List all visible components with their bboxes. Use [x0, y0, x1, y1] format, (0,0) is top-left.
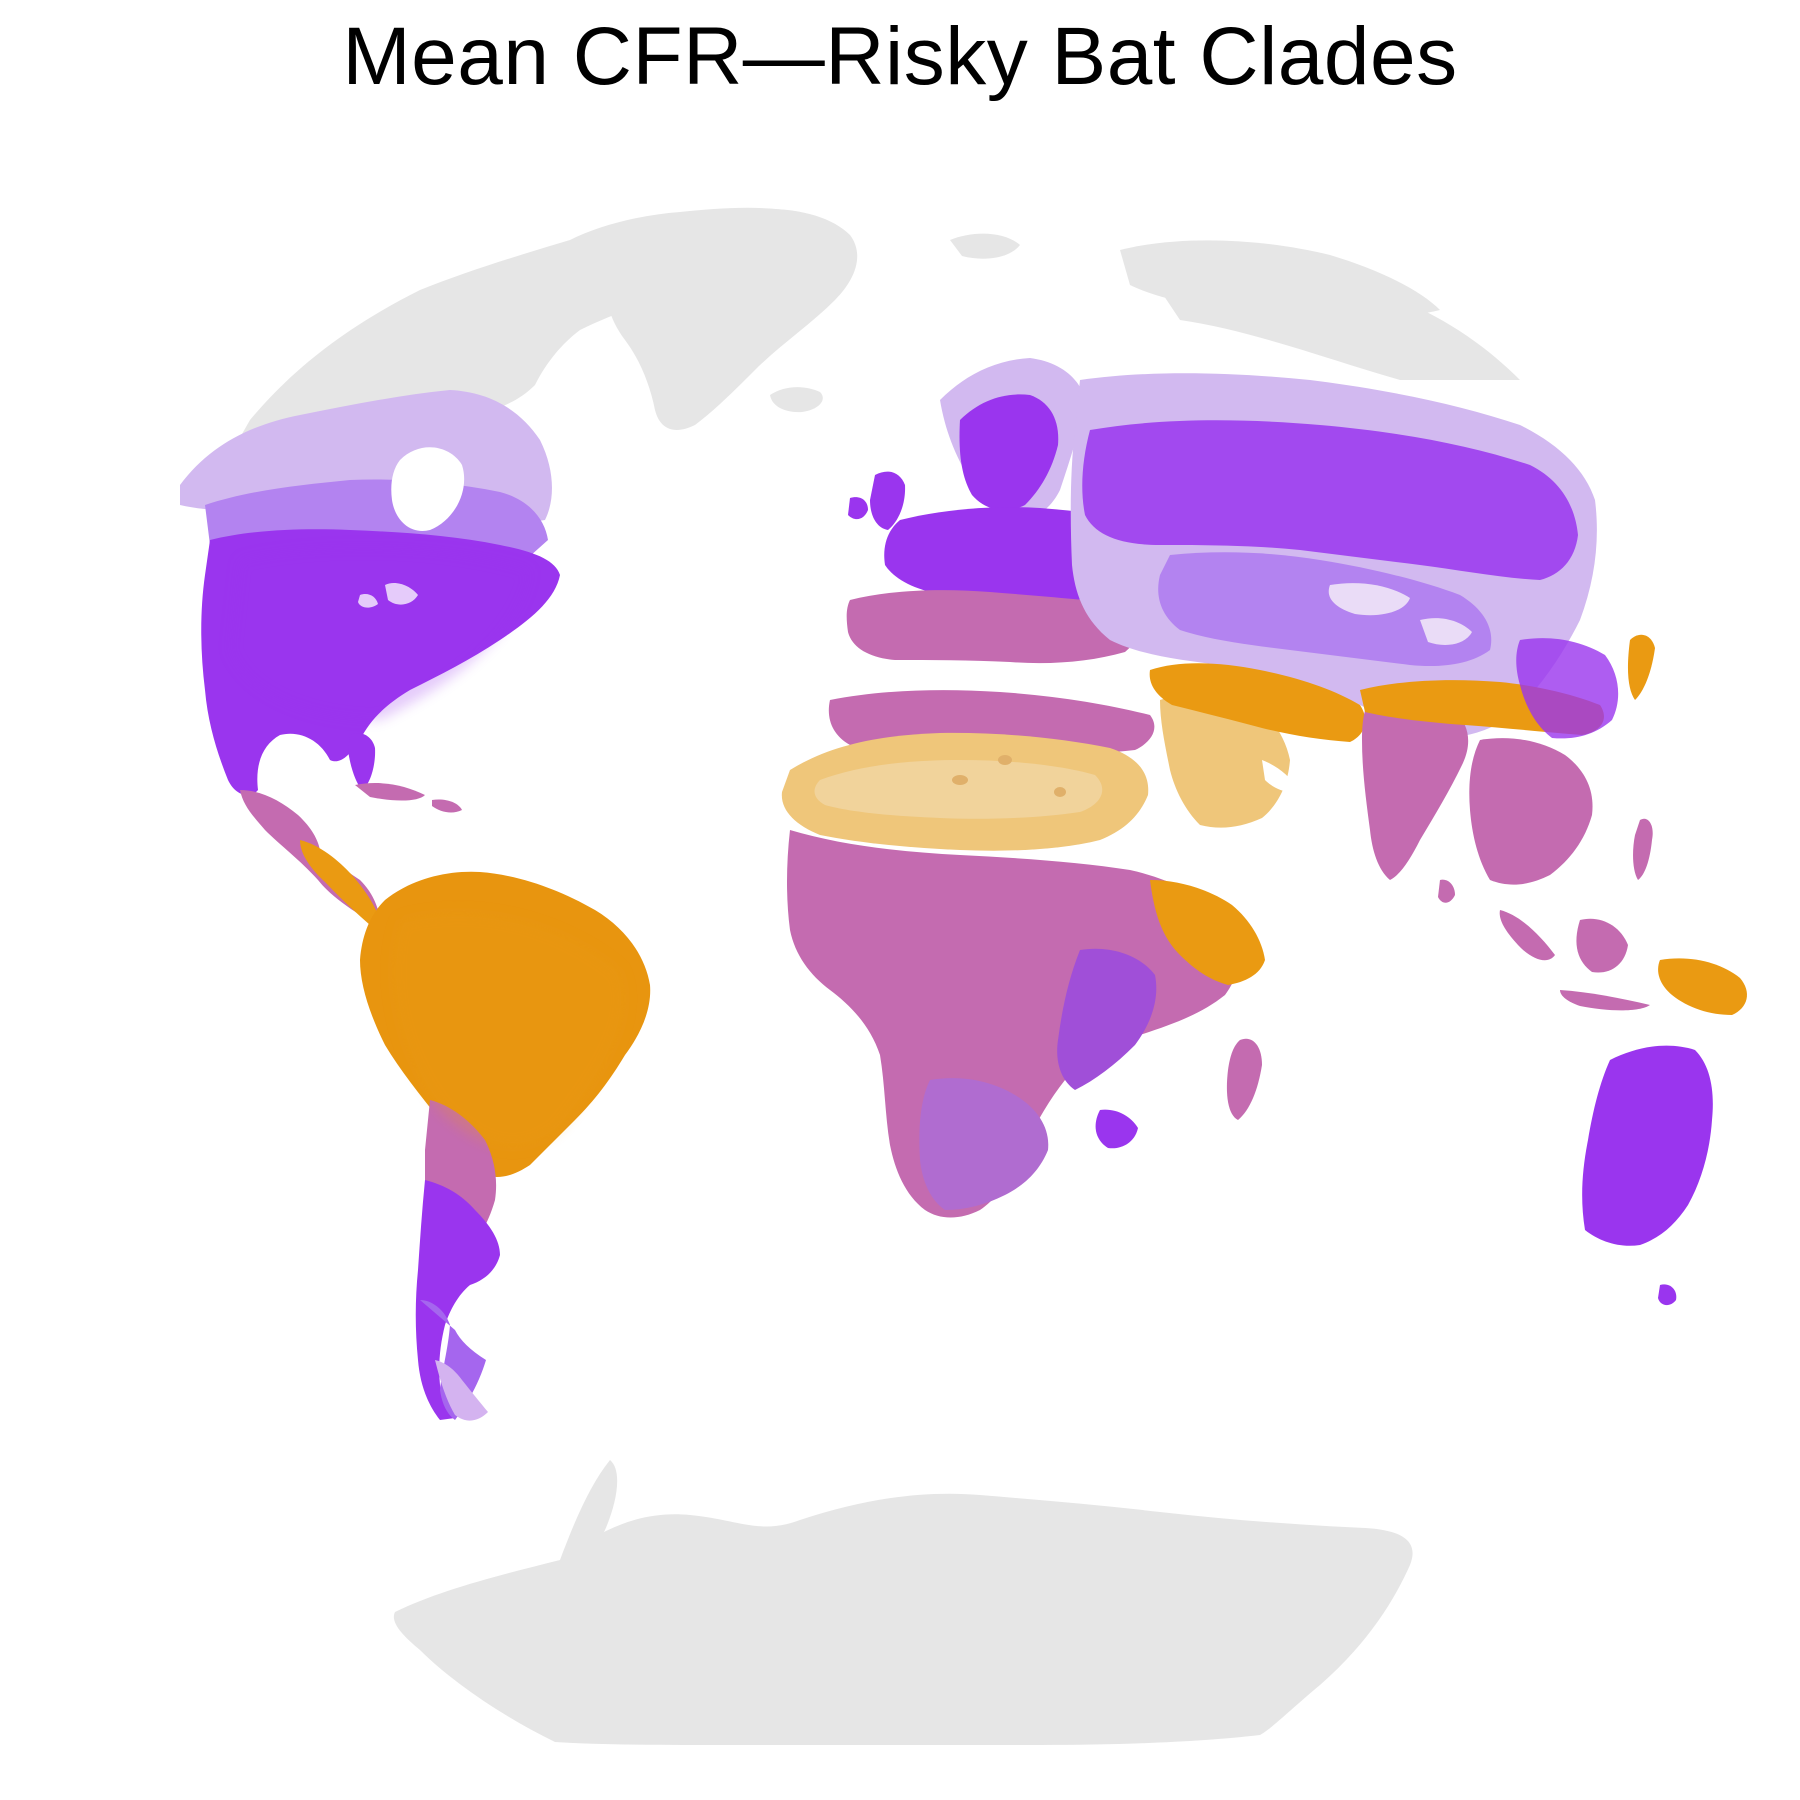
madagascar — [1226, 1038, 1262, 1120]
gobi-gap — [1420, 618, 1472, 645]
southern-europe — [846, 590, 1140, 664]
map-title: Mean CFR—Risky Bat Clades — [342, 11, 1458, 102]
region-north-asia — [1070, 373, 1597, 737]
sahara-core — [814, 760, 1103, 819]
persian-gulf — [1262, 760, 1298, 792]
land-svalbard — [950, 233, 1020, 259]
mediterranean-west — [880, 662, 1110, 699]
land-greenland — [608, 208, 858, 430]
arabia — [1160, 693, 1290, 828]
africa-southeast-spot — [1095, 1109, 1138, 1149]
hudson-bay — [391, 447, 465, 531]
mongolia-gap — [1328, 583, 1410, 616]
china-east — [1516, 638, 1619, 739]
hispaniola — [432, 799, 462, 813]
australia-main — [1582, 1045, 1713, 1246]
russia-main — [1082, 420, 1578, 580]
java — [1560, 990, 1650, 1011]
land-antarctic-peninsula — [560, 1460, 618, 1561]
scandinavia — [959, 394, 1059, 511]
florida — [348, 733, 376, 790]
africa-south — [919, 1078, 1049, 1210]
sahara-spot — [998, 755, 1012, 765]
cuba — [355, 783, 425, 801]
region-central-america — [240, 783, 462, 925]
horn-of-africa — [1150, 880, 1265, 985]
new-guinea — [1658, 958, 1747, 1015]
philippines — [1633, 818, 1653, 880]
levant-persia — [1149, 663, 1366, 742]
basemap — [230, 207, 1520, 1745]
region-south-asia — [1360, 634, 1747, 1015]
land-siberia-north — [1160, 279, 1520, 380]
africa-sahel — [787, 830, 1240, 1218]
south-america-pampas — [415, 1180, 500, 1420]
soft-blend — [230, 547, 626, 1148]
region-sahara — [781, 663, 1366, 878]
central-asia — [1158, 552, 1492, 667]
sahara-spot — [1054, 787, 1066, 797]
land-iceland — [770, 387, 823, 413]
ireland — [848, 497, 868, 520]
borneo — [1576, 918, 1628, 973]
central-america-isthmus — [300, 840, 380, 925]
sumatra — [1499, 910, 1555, 961]
southeast-asia — [1469, 738, 1593, 885]
africa-east-interior — [1057, 948, 1157, 1090]
japan — [1627, 634, 1655, 700]
tasmania — [1658, 1284, 1677, 1306]
land-antarctica — [393, 1493, 1413, 1745]
sri-lanka — [1438, 879, 1455, 903]
indian-subcontinent — [1362, 698, 1469, 880]
red-sea — [1158, 760, 1218, 878]
region-australia — [1582, 1045, 1713, 1306]
region-sub-saharan-africa — [787, 830, 1265, 1218]
south-america-tip — [435, 1360, 488, 1421]
british-isles — [870, 471, 906, 530]
sahara-spot — [952, 775, 968, 785]
